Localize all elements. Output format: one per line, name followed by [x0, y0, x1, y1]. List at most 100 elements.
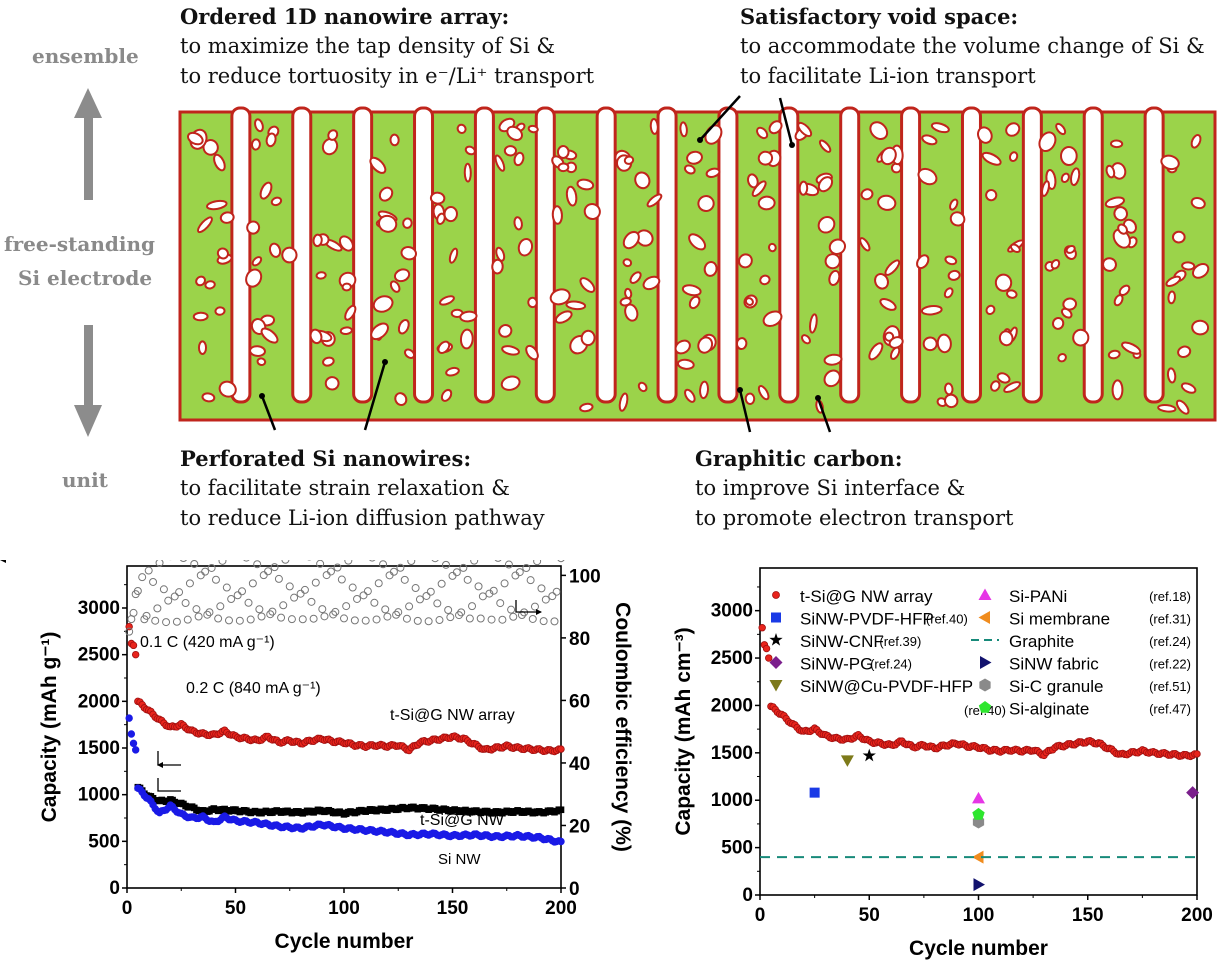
data-point [972, 807, 985, 820]
data-point [216, 602, 225, 611]
pore [1190, 196, 1206, 210]
pore [197, 340, 208, 355]
series-sinw-fabric [973, 878, 985, 892]
pore [1191, 319, 1210, 336]
pore [397, 318, 410, 335]
pore [674, 339, 691, 355]
pore [759, 274, 771, 286]
label-free-standing: free-standing [4, 232, 155, 256]
pore [936, 333, 952, 354]
pore [517, 237, 534, 257]
data-point [769, 633, 783, 646]
data-point [515, 568, 524, 577]
legend-label: Graphite [1009, 632, 1074, 651]
pore [977, 126, 993, 144]
y2-tick-label: 80 [569, 629, 590, 650]
void-space [534, 106, 556, 404]
pore [1009, 243, 1021, 254]
pore [344, 304, 357, 321]
data-point [485, 589, 494, 598]
pore [828, 238, 847, 255]
pore [884, 259, 901, 276]
legend-label: Si membrane [1009, 610, 1110, 629]
data-point [159, 585, 168, 594]
pore [251, 256, 263, 267]
data-point [762, 644, 771, 653]
data-point [862, 748, 876, 762]
pore [503, 145, 518, 157]
pointer-carbon-head [737, 387, 743, 393]
data-point [326, 567, 335, 576]
data-point [411, 584, 420, 593]
pore [746, 173, 759, 189]
pointer-carbon-2-head [815, 395, 821, 401]
legend-label: SiNW@Cu-PVDF-HFP [800, 677, 973, 696]
pore [684, 388, 696, 403]
y-tick-label: 2000 [711, 695, 753, 716]
capacity-chart-volumetric: 0 50 100 150 200050010001500200025003000Cycl… [672, 567, 1213, 960]
data-point [431, 560, 439, 563]
pore [646, 193, 663, 208]
void-space [656, 106, 678, 404]
pore [204, 280, 216, 290]
pore [683, 164, 696, 175]
pore [1060, 145, 1078, 166]
series-coulombic-efficiency [125, 560, 565, 636]
pore [393, 268, 411, 283]
pore [735, 337, 748, 350]
data-point [194, 612, 203, 621]
pore [1117, 223, 1128, 235]
data-point [274, 574, 283, 583]
pore [637, 381, 648, 393]
data-point [298, 615, 307, 624]
pore [213, 153, 226, 172]
pore [187, 131, 204, 146]
pore [801, 334, 811, 345]
data-point [407, 560, 416, 565]
pore [622, 230, 640, 250]
data-point [557, 837, 565, 846]
legend-ref: (ref.51) [1149, 679, 1191, 694]
data-point [363, 587, 372, 596]
pore [1003, 381, 1021, 393]
data-point [203, 610, 212, 619]
data-point [318, 605, 327, 614]
pore [944, 255, 958, 266]
data-point [246, 615, 255, 624]
pore [1177, 345, 1192, 359]
pore [254, 118, 264, 133]
data-point [359, 591, 368, 600]
pore [619, 297, 632, 307]
pore [981, 151, 1002, 166]
data-point [342, 602, 351, 611]
data-point [978, 588, 992, 600]
pore [378, 186, 394, 202]
data-point [978, 611, 990, 624]
y2-tick-label: 60 [569, 691, 590, 712]
data-point [474, 582, 483, 591]
y-tick-label: 2500 [711, 648, 753, 669]
data-point [277, 613, 286, 622]
pore [439, 295, 455, 306]
pore [256, 357, 267, 367]
pore [623, 155, 635, 165]
y-axis-label: Capacity (mAh cm⁻³) [672, 627, 695, 835]
pore [622, 258, 633, 268]
data-point [151, 616, 160, 625]
pore [1180, 382, 1197, 394]
legend-ref: (ref.31) [1149, 612, 1191, 627]
data-point [396, 563, 405, 572]
data-point [972, 850, 984, 864]
pore [445, 366, 460, 377]
data-point [233, 591, 242, 600]
pore [679, 121, 688, 138]
data-point [426, 587, 435, 596]
data-point [290, 593, 299, 602]
y2-tick-label: 100 [569, 566, 601, 587]
pore [580, 329, 596, 347]
pore [949, 198, 959, 211]
data-point [348, 583, 357, 592]
annotation-0-2c: 0.2 C (840 mA g⁻¹) [186, 680, 321, 697]
pore [527, 124, 539, 134]
pore [860, 188, 874, 201]
